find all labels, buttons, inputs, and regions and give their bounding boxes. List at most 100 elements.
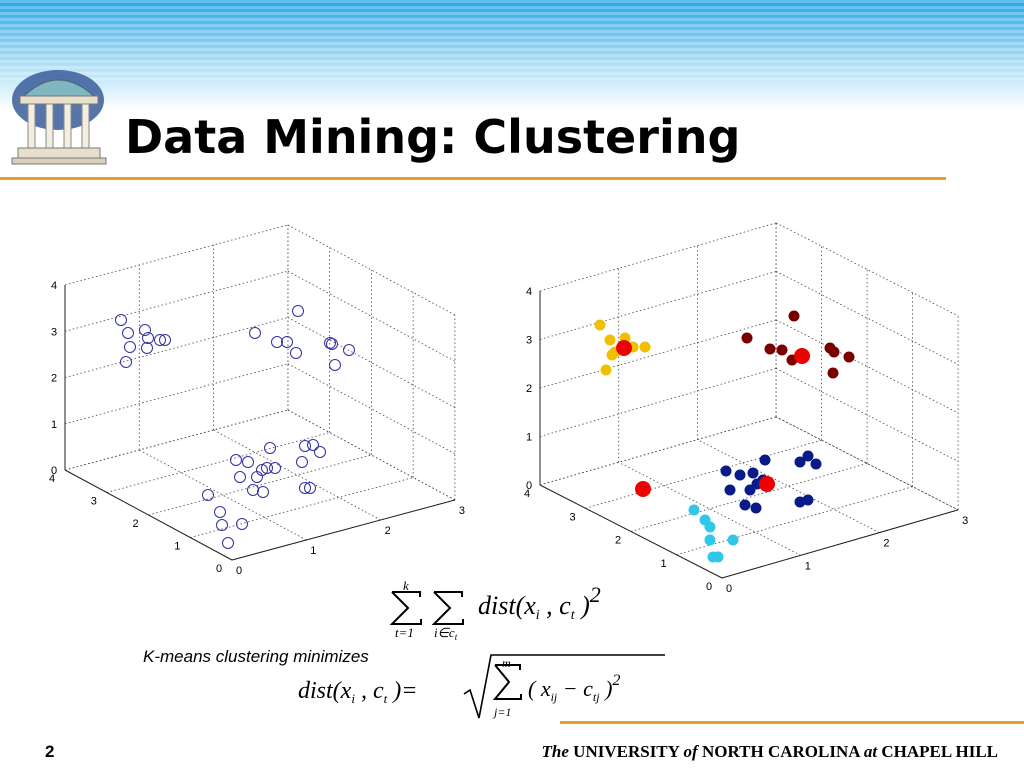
grid-line	[630, 463, 868, 532]
point	[699, 514, 711, 526]
sum-upper: m	[502, 656, 511, 670]
centroid	[635, 481, 651, 497]
point	[827, 367, 839, 379]
z-tick-label: 3	[51, 326, 57, 338]
header-stripes	[0, 0, 1024, 80]
formula-body: dist(xi , ct )2	[478, 582, 601, 623]
slide-title: Data Mining: Clustering	[125, 110, 740, 164]
point	[843, 351, 855, 363]
formula-1: k t=1 i∈ct dist(xi , ct )2	[389, 578, 601, 642]
z-tick-label: 3	[526, 335, 532, 347]
grid-line	[539, 222, 777, 292]
y-tick-label: 3	[91, 496, 97, 508]
point	[222, 537, 234, 549]
x-tick-label: 2	[385, 525, 391, 537]
y-tick-label: 4	[524, 488, 530, 500]
y-tick-label: 0	[706, 581, 712, 593]
point	[142, 332, 154, 344]
x-tick-label: 3	[459, 505, 465, 517]
point	[281, 336, 293, 348]
formula-body: ( xij − ctj )2	[528, 672, 620, 704]
sum-upper: k	[403, 578, 409, 593]
point	[154, 334, 166, 346]
point	[242, 456, 254, 468]
title-rule	[0, 177, 946, 180]
footer-text: The UNIVERSITY of NORTH CAROLINA at CHAP…	[542, 742, 998, 761]
point	[343, 344, 355, 356]
grid-line	[64, 224, 289, 286]
point	[257, 486, 269, 498]
y-tick-label: 2	[615, 535, 621, 547]
point	[741, 332, 753, 344]
sum-lower: j=1	[492, 705, 511, 719]
centroid	[616, 340, 632, 356]
grid-line	[148, 454, 372, 516]
point	[747, 467, 759, 479]
point	[141, 342, 153, 354]
point	[600, 364, 612, 376]
grid-line	[539, 368, 777, 437]
point	[124, 341, 136, 353]
point	[324, 337, 336, 349]
point	[120, 356, 132, 368]
point	[261, 462, 273, 474]
point	[139, 324, 151, 336]
grid-line	[585, 439, 822, 509]
point	[234, 471, 246, 483]
z-tick-label: 4	[51, 280, 57, 292]
y-tick-label: 1	[661, 558, 667, 570]
point	[759, 454, 771, 466]
grid-line	[676, 486, 913, 556]
z-tick-label: 0	[51, 465, 57, 477]
point	[230, 454, 242, 466]
formula-lhs: dist(xi , ct )=	[298, 678, 417, 706]
z-tick-label: 1	[526, 432, 532, 444]
point	[794, 456, 806, 468]
axis-line	[539, 484, 723, 579]
z-tick-label: 1	[51, 419, 57, 431]
point	[159, 334, 171, 346]
point	[247, 484, 259, 496]
x-tick-label: 2	[883, 538, 889, 550]
caption: K-means clustering minimizes	[143, 647, 369, 666]
x-tick-label: 0	[726, 583, 732, 595]
y-tick-label: 3	[570, 511, 576, 523]
grid-line	[64, 270, 289, 332]
point	[810, 458, 822, 470]
sum-lower: i∈ct	[434, 625, 458, 642]
x-tick-label: 3	[962, 515, 968, 527]
grid-line	[64, 317, 289, 378]
point	[727, 534, 739, 546]
grid-line	[539, 319, 777, 389]
point	[251, 471, 263, 483]
point	[292, 305, 304, 317]
point	[639, 341, 651, 353]
point	[271, 336, 283, 348]
radical	[463, 654, 665, 719]
point	[307, 439, 319, 451]
y-tick-label: 0	[216, 563, 222, 575]
sum-sign	[492, 664, 522, 700]
point	[122, 327, 134, 339]
y-tick-label: 2	[133, 518, 139, 530]
point	[802, 450, 814, 462]
point	[739, 499, 751, 511]
point	[606, 349, 618, 361]
point	[304, 482, 316, 494]
grid-line	[190, 477, 414, 538]
y-tick-label: 4	[49, 473, 55, 485]
grid-line	[539, 416, 777, 486]
z-tick-label: 2	[526, 383, 532, 395]
point	[704, 534, 716, 546]
point	[290, 347, 302, 359]
point	[326, 338, 338, 350]
point	[264, 442, 276, 454]
point	[776, 344, 788, 356]
page-number: 2	[45, 742, 54, 761]
sum-sign	[431, 591, 464, 625]
point	[296, 456, 308, 468]
z-tick-label: 0	[526, 480, 532, 492]
point	[734, 469, 746, 481]
footer-rule	[560, 721, 1024, 724]
point	[115, 314, 127, 326]
